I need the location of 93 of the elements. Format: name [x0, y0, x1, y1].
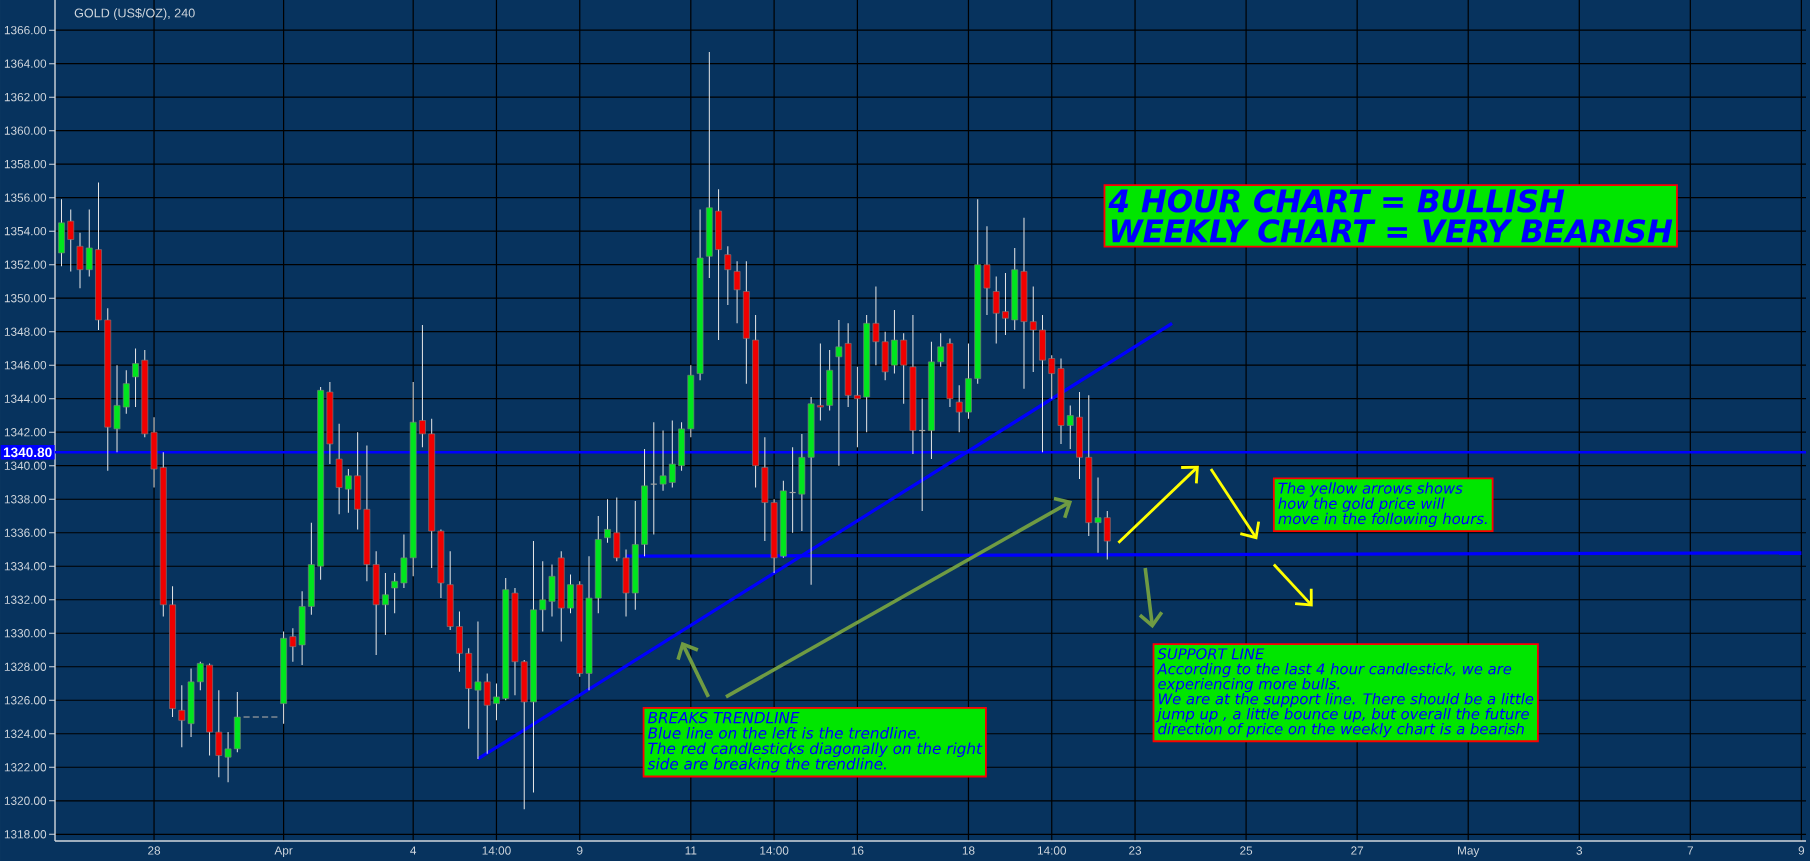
x-tick-label: 14:00	[760, 846, 789, 855]
candlestick	[1066, 404, 1074, 450]
y-tick-label: 1326.00	[4, 696, 47, 705]
candlestick	[122, 369, 130, 415]
candlestick	[937, 332, 945, 368]
y-tick-label: 1360.00	[4, 126, 47, 135]
y-tick-label: 1364.00	[4, 59, 47, 68]
y-tick-label: 1366.00	[4, 25, 47, 35]
candlestick	[1002, 272, 1009, 336]
y-tick-label: 1334.00	[4, 562, 47, 571]
y-tick-label: 1340.00	[4, 461, 47, 470]
candlestick	[382, 572, 389, 636]
y-tick-label: 1330.00	[4, 629, 47, 638]
annotation: move in the following hours.	[1278, 512, 1487, 528]
annotation: WEEKLY CHART = VERY BEARISH	[1111, 219, 1673, 243]
x-tick-label: Apr	[274, 846, 293, 857]
y-tick-label: 1318.00	[4, 830, 47, 839]
annotation: The yellow arrows shows	[1278, 482, 1463, 497]
y-tick-label: 1352.00	[4, 260, 47, 269]
annotation: experiencing more bulls.	[1158, 677, 1340, 693]
x-tick-label: 4	[410, 846, 417, 855]
annotation: The red candlesticks diagonally on the right	[648, 742, 983, 758]
y-tick-label: 1328.00	[4, 662, 47, 671]
y-tick-label: 1362.00	[4, 92, 47, 102]
candlestick	[659, 430, 667, 492]
candlestick	[196, 661, 204, 691]
x-tick-label: 16	[851, 846, 864, 855]
candlestick	[539, 560, 547, 633]
candlestick	[567, 574, 574, 614]
candlestick	[483, 672, 491, 755]
ref-line-label: 1340.80	[3, 447, 52, 458]
x-tick-label: 9	[1798, 846, 1805, 855]
candlestick	[391, 572, 399, 614]
candlestick	[733, 260, 741, 324]
annotation: SUPPORT LINE	[1157, 648, 1265, 660]
candlestick	[992, 275, 1000, 344]
x-tick-label: 11	[685, 846, 697, 855]
y-tick-label: 1336.00	[4, 528, 47, 537]
x-tick-label: 3	[1576, 846, 1583, 855]
candlestick	[85, 208, 93, 277]
candlestick	[650, 421, 658, 535]
x-tick-label: 14:00	[1037, 846, 1067, 855]
candlestick	[67, 208, 75, 272]
y-tick-label: 1346.00	[4, 361, 47, 370]
y-tick-label: 1354.00	[4, 226, 47, 236]
candlestick	[419, 324, 426, 448]
candlestick	[1094, 476, 1102, 554]
y-tick-label: 1348.00	[4, 327, 47, 336]
candlestick	[345, 468, 352, 514]
candlestick	[493, 683, 500, 721]
x-tick-label: 27	[1351, 846, 1364, 855]
y-tick-label: 1344.00	[4, 394, 47, 403]
y-tick-label: 1358.00	[4, 159, 47, 169]
y-tick-label: 1342.00	[4, 428, 47, 437]
x-tick-label: 9	[577, 846, 583, 855]
y-tick-label: 1320.00	[4, 796, 47, 805]
annotation: how the gold price will	[1278, 497, 1445, 512]
x-tick-label: 28	[148, 846, 161, 855]
annotation: 4 HOUR CHART = BULLISH	[1108, 189, 1565, 213]
candlestick	[955, 384, 963, 433]
candlestick	[1029, 285, 1037, 373]
x-tick-label: 25	[1240, 846, 1253, 855]
candlestick	[474, 621, 482, 760]
candlestick	[1048, 354, 1056, 400]
text: GOLD (US$/OZ), 240	[74, 8, 195, 20]
x-tick-label: 7	[1687, 846, 1693, 855]
candlestick	[113, 364, 121, 453]
annotation: According to the last 4 hour candlestick, we are	[1156, 662, 1512, 678]
x-tick-label: 18	[962, 846, 975, 855]
candlestick	[668, 419, 676, 488]
annotation: BREAKS TRENDLINE	[648, 711, 800, 724]
x-tick-label: 14:00	[482, 846, 511, 855]
y-tick-label: 1324.00	[4, 729, 47, 738]
candlestick	[854, 366, 861, 448]
candlestick	[817, 342, 824, 421]
annotation: side are breaking the trendline.	[647, 757, 886, 773]
x-tick-label: May	[1458, 846, 1480, 857]
y-tick-label: 1356.00	[4, 193, 47, 202]
annotation: Blue line on the left is the trendline.	[648, 727, 920, 739]
candlestick	[132, 347, 139, 408]
annotation: direction of price on the weekly chart is a bearish	[1158, 722, 1524, 738]
x-tick-label: 23	[1129, 846, 1142, 855]
y-tick-label: 1332.00	[4, 595, 47, 604]
candlestick	[724, 245, 732, 306]
candlestick	[1103, 510, 1111, 561]
candlestick	[76, 232, 84, 289]
candlestick	[983, 225, 991, 316]
y-tick-label: 1322.00	[4, 763, 47, 772]
annotation: We are at the support line. There should be a little	[1158, 692, 1534, 708]
y-tick-label: 1338.00	[4, 495, 47, 504]
annotation: jump up , a little bounce up, but overall the future	[1155, 707, 1529, 723]
y-tick-label: 1350.00	[4, 294, 47, 303]
candlestick	[604, 498, 611, 544]
